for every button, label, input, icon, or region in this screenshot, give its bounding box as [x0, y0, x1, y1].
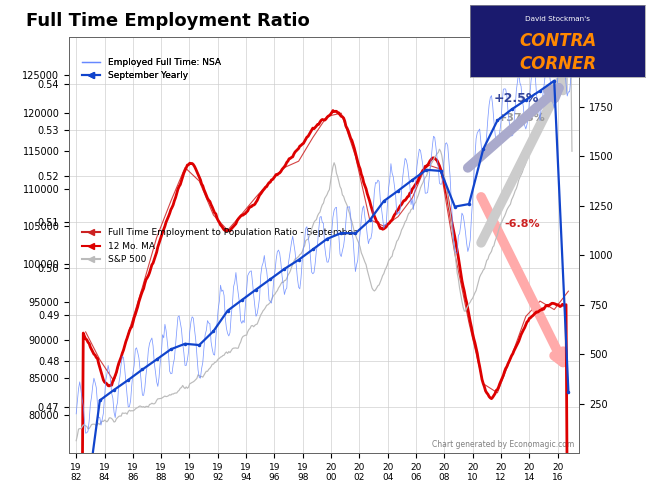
Text: Full Time Employment Ratio: Full Time Employment Ratio [26, 12, 310, 30]
Text: CORNER: CORNER [519, 55, 596, 73]
Text: Chart generated by Economagic.com: Chart generated by Economagic.com [432, 440, 574, 449]
Legend: Full Time Employment to Population Ratio - September, 12 Mo. MA, S&P 500: Full Time Employment to Population Ratio… [79, 225, 360, 268]
Text: -6.8%: -6.8% [504, 219, 540, 229]
Legend: Employed Full Time: NSA, September Yearly: Employed Full Time: NSA, September Yearl… [79, 54, 224, 84]
Text: CONTRA: CONTRA [519, 32, 596, 50]
Text: David Stockman's: David Stockman's [525, 16, 590, 22]
Text: +2.5%: +2.5% [494, 92, 540, 105]
Text: +37.8%: +37.8% [498, 113, 546, 123]
